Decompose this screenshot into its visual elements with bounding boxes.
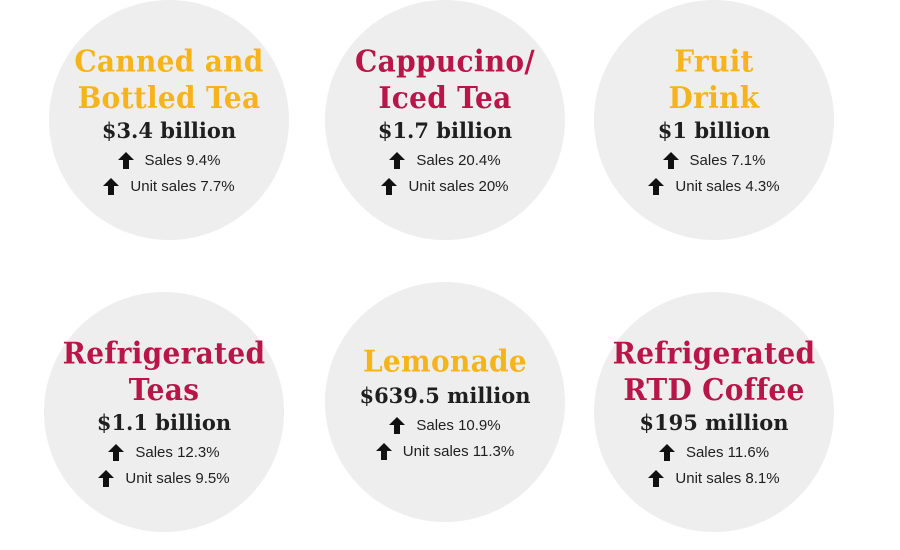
unit-sales-stat-text: Unit sales 9.5% [125, 469, 230, 487]
arrow-up-icon [98, 469, 115, 487]
category-title-line: Fruit [674, 42, 754, 79]
category-title-line: Lemonade [362, 343, 528, 379]
category-title: Refrigerated Teas [63, 335, 266, 408]
arrow-up-icon [658, 443, 675, 461]
sales-stat: Sales 12.3% [108, 443, 220, 461]
sales-stat-text: Sales 10.9% [416, 416, 501, 434]
category-value: $195 million [639, 409, 789, 435]
unit-sales-stat: Unit sales 7.7% [103, 177, 235, 195]
sales-stat: Sales 20.4% [389, 151, 501, 169]
unit-sales-stat: Unit sales 9.5% [98, 469, 230, 487]
arrow-up-icon [662, 151, 679, 169]
sales-stat-text: Sales 7.1% [689, 151, 766, 169]
category-circle: Lemonade $639.5 million Sales 10.9% Unit sa… [325, 282, 565, 522]
sales-stat-text: Sales 20.4% [416, 151, 501, 169]
category-title-line: Canned and [74, 42, 264, 79]
arrow-up-icon [389, 151, 406, 169]
arrow-up-icon [648, 469, 665, 487]
arrow-up-icon [381, 177, 398, 195]
category-title-line: Teas [128, 371, 200, 408]
arrow-up-icon [648, 177, 665, 195]
sales-stat: Sales 9.4% [117, 151, 221, 169]
category-title-line: Refrigerated [62, 334, 266, 371]
arrow-up-icon [375, 442, 392, 460]
category-title: Refrigerated RTD Coffee [613, 335, 816, 408]
unit-sales-stat: Unit sales 11.3% [375, 442, 515, 460]
category-value: $1.1 billion [96, 409, 232, 435]
category-title: Cappucino/Iced Tea [355, 43, 535, 116]
unit-sales-stat: Unit sales 8.1% [648, 469, 780, 487]
category-value: $639.5 million [359, 382, 531, 408]
category-title-line: RTD Coffee [623, 371, 805, 408]
category-circle: Canned and Bottled Tea $3.4 billion Sales 9… [49, 0, 289, 240]
unit-sales-stat-text: Unit sales 4.3% [675, 177, 780, 195]
category-circle: Refrigerated RTD Coffee $195 million Sales … [594, 292, 834, 532]
arrow-up-icon [389, 416, 406, 434]
category-title-line: Iced Tea [378, 79, 512, 116]
category-title: Lemonade [363, 343, 527, 380]
category-value: $1 billion [657, 117, 771, 143]
category-value: $1.7 billion [377, 117, 513, 143]
unit-sales-stat: Unit sales 4.3% [648, 177, 780, 195]
category-circle: Refrigerated Teas $1.1 billion Sales 12.3% U… [44, 292, 284, 532]
category-title-line: Bottled Tea [77, 79, 261, 116]
unit-sales-stat-text: Unit sales 20% [408, 177, 509, 195]
category-circle: Cappucino/Iced Tea $1.7 billion Sales 20.4… [325, 0, 565, 240]
sales-stat: Sales 10.9% [389, 416, 501, 434]
category-title: Canned and Bottled Tea [74, 43, 263, 116]
category-value: $3.4 billion [101, 117, 237, 143]
arrow-up-icon [117, 151, 134, 169]
sales-stat-text: Sales 12.3% [135, 443, 220, 461]
sales-stat: Sales 11.6% [658, 443, 770, 461]
unit-sales-stat-text: Unit sales 11.3% [402, 442, 515, 460]
sales-stat-text: Sales 11.6% [685, 443, 770, 461]
arrow-up-icon [108, 443, 125, 461]
category-title-line: Drink [668, 79, 760, 116]
unit-sales-stat-text: Unit sales 8.1% [675, 469, 780, 487]
category-title-line: Refrigerated [612, 334, 816, 371]
category-circle: Fruit Drink $1 billion Sales 7.1% Unit sales… [594, 0, 834, 240]
sales-stat: Sales 7.1% [662, 151, 766, 169]
category-title: Fruit Drink [669, 43, 760, 116]
category-title-line: Cappucino/ [355, 42, 535, 79]
arrow-up-icon [103, 177, 120, 195]
unit-sales-stat: Unit sales 20% [381, 177, 509, 195]
sales-stat-text: Sales 9.4% [144, 151, 221, 169]
unit-sales-stat-text: Unit sales 7.7% [130, 177, 235, 195]
